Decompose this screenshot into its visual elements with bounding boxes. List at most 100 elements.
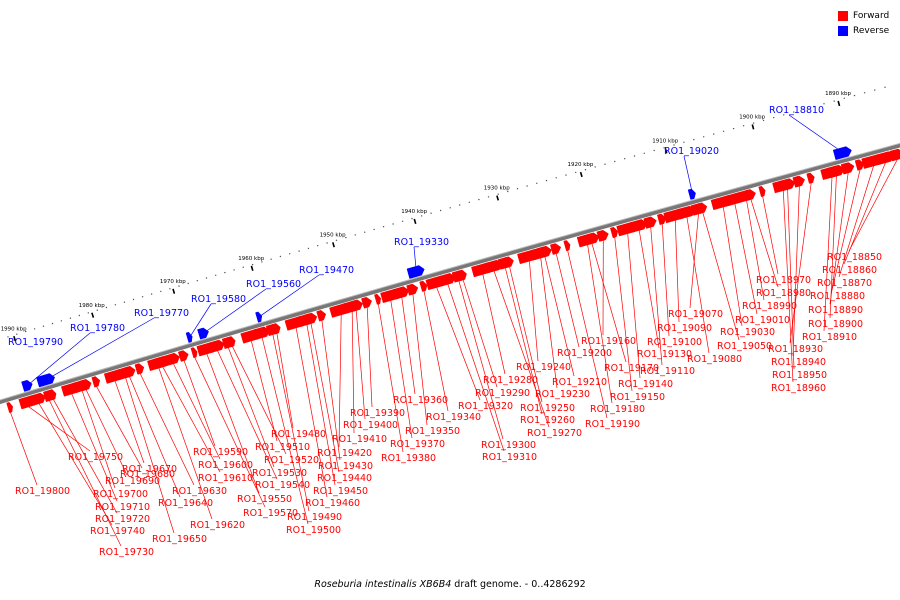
forward-gene-leader <box>295 327 328 498</box>
track-dot <box>96 309 99 311</box>
forward-gene-label: RO1_19700 <box>93 489 148 500</box>
forward-gene-label: RO1_19650 <box>152 534 207 545</box>
forward-gene-arrow <box>596 229 609 242</box>
kbp-tick-label: 1910 kbp <box>652 139 678 145</box>
forward-gene-leader <box>540 257 558 389</box>
forward-gene-label: RO1_19160 <box>581 336 636 347</box>
forward-gene-label: RO1_19360 <box>393 395 448 406</box>
track-dot <box>449 207 451 209</box>
track-dot <box>673 144 675 146</box>
forward-gene-label: RO1_19110 <box>640 366 695 377</box>
track-dot <box>114 304 117 306</box>
forward-gene-label: RO1_18910 <box>802 332 857 343</box>
track-dot <box>459 204 461 206</box>
track-dot <box>307 247 310 250</box>
forward-gene-leader <box>509 266 543 403</box>
track-dot <box>614 160 616 163</box>
forward-gene-leader <box>351 311 355 434</box>
forward-gene-leader <box>447 283 505 452</box>
forward-gene-label: RO1_19550 <box>237 494 292 505</box>
reverse-gene-leader <box>203 288 267 334</box>
forward-gene-label: RO1_19540 <box>255 480 310 491</box>
track-dot <box>722 130 725 132</box>
reverse-gene-arrow <box>406 265 425 279</box>
forward-gene-label: RO1_19520 <box>264 455 319 466</box>
forward-gene-leader <box>638 230 660 349</box>
forward-gene-arrow <box>643 216 657 229</box>
forward-gene-label: RO1_19620 <box>190 520 245 531</box>
track-dot <box>25 330 27 333</box>
forward-gene-label: RO1_19500 <box>286 525 341 536</box>
track-dot <box>643 152 645 154</box>
forward-gene-leader <box>139 373 195 486</box>
forward-gene-leader <box>734 203 758 315</box>
kbp-tick <box>413 218 417 225</box>
track-dot <box>373 228 375 231</box>
track-dot <box>105 306 108 309</box>
reverse-gene-label: RO1_19790 <box>8 337 63 348</box>
track-dot <box>624 158 626 160</box>
legend-label-forward: Forward <box>853 10 890 21</box>
figure-caption: Roseburia intestinalis XB6B4 draft genom… <box>0 579 900 590</box>
reverse-gene-leader <box>46 317 155 381</box>
kbp-tick-label: 1980 kbp <box>79 303 105 309</box>
reverse-gene-leader <box>413 246 417 272</box>
legend-label-reverse: Reverse <box>853 25 890 36</box>
forward-gene-leader <box>158 367 213 520</box>
forward-gene-label: RO1_19260 <box>520 415 575 426</box>
reverse-gene-arrow <box>255 311 263 323</box>
track-dot <box>793 111 795 113</box>
track-dot <box>633 155 636 157</box>
track-dot <box>132 298 135 301</box>
track-dot <box>803 108 805 111</box>
track-dot <box>215 274 217 276</box>
reverse-gene-label: RO1_19330 <box>394 237 449 248</box>
track-dot <box>693 138 695 141</box>
genome-backbone-highlight <box>0 142 900 401</box>
reverse-gene-leader <box>189 303 212 338</box>
legend-swatch-reverse <box>838 25 848 36</box>
reverse-gene-labels: RO1_19790RO1_19780RO1_19770RO1_19580RO1_… <box>8 105 844 386</box>
forward-gene-leader <box>129 376 181 498</box>
caption-rest: draft genome. - 0..4286292 <box>451 579 586 590</box>
forward-gene-leader <box>567 250 608 419</box>
track-dot <box>270 258 272 260</box>
forward-gene-leader <box>272 334 310 512</box>
forward-gene-leader <box>782 190 794 383</box>
kbp-tick-label: 1900 kbp <box>739 115 765 121</box>
track-dot <box>565 174 567 176</box>
forward-gene-arrow <box>609 226 619 239</box>
track-dot <box>289 253 291 255</box>
forward-gene-label: RO1_18860 <box>822 265 877 276</box>
forward-gene-label: RO1_19730 <box>99 547 154 558</box>
forward-gene-arrow <box>549 243 562 255</box>
kbp-tick-label: 1950 kbp <box>320 233 346 239</box>
forward-gene-label: RO1_19430 <box>318 461 373 472</box>
forward-gene-label: RO1_19150 <box>610 392 665 403</box>
kbp-tick <box>250 265 254 271</box>
forward-gene-leader <box>831 169 861 291</box>
track-dot <box>33 328 36 330</box>
forward-gene-leader <box>789 182 812 344</box>
forward-gene-arrow <box>79 379 92 392</box>
forward-gene-leader <box>504 267 543 415</box>
forward-gene-leader <box>338 314 342 448</box>
forward-gene-arrow <box>854 159 865 171</box>
forward-gene-leader <box>722 206 743 327</box>
reverse-gene-leader <box>683 155 693 194</box>
track-dot <box>401 220 404 222</box>
track-dot <box>713 133 715 135</box>
forward-gene-leader <box>823 177 833 332</box>
forward-gene-leader <box>276 333 294 429</box>
forward-gene-label: RO1_19350 <box>405 426 460 437</box>
genome-backbone <box>0 143 900 405</box>
forward-gene-label: RO1_19320 <box>458 401 513 412</box>
kbp-tick-label: 1970 kbp <box>160 279 186 285</box>
forward-gene-leader <box>762 196 779 275</box>
forward-gene-label: RO1_19230 <box>535 389 590 400</box>
track-dot <box>742 125 745 127</box>
kbp-ticks: 1990 kbp 1980 kbp 1970 kbp 1960 kbp 1950 kbp… <box>1 91 852 342</box>
forward-gene-leader <box>792 186 800 357</box>
forward-gene-leader <box>321 320 341 461</box>
